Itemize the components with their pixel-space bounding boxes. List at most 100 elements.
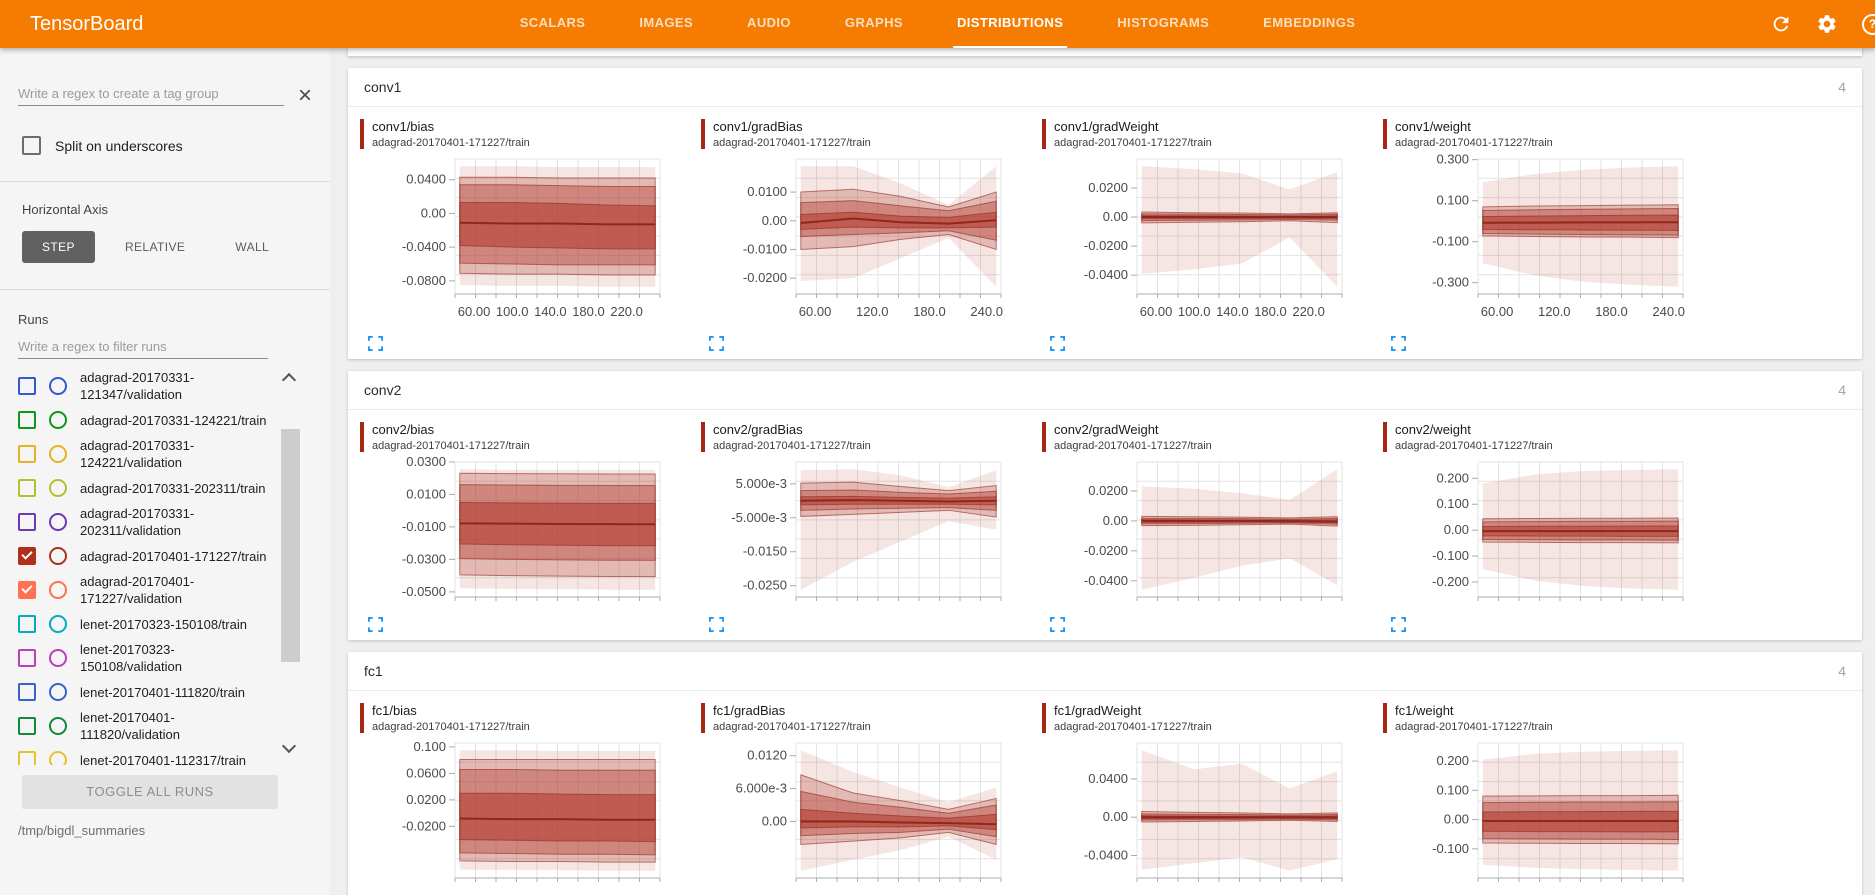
section-body-conv1: conv1/bias adagrad-20170401-171227/train 0… — [348, 107, 1862, 359]
run-radio[interactable] — [49, 649, 67, 667]
split-on-underscores-checkbox[interactable] — [22, 136, 41, 155]
expand-icon[interactable] — [368, 336, 383, 351]
chart-tag-name: conv2/bias — [372, 422, 435, 437]
run-radio[interactable] — [49, 751, 67, 765]
refresh-icon[interactable] — [1770, 13, 1792, 35]
run-radio[interactable] — [49, 717, 67, 735]
svg-text:6.000e-3: 6.000e-3 — [736, 781, 787, 796]
run-radio[interactable] — [49, 445, 67, 463]
run-row[interactable]: adagrad-20170331-202311/validation — [18, 501, 268, 543]
tag-regex-input[interactable] — [18, 82, 284, 106]
section-header-conv1[interactable]: conv1 4 — [348, 68, 1862, 107]
run-radio[interactable] — [49, 377, 67, 395]
run-checkbox[interactable] — [18, 751, 36, 765]
tab-images[interactable]: IMAGES — [639, 15, 694, 30]
run-row[interactable]: adagrad-20170401-171227/train — [18, 543, 268, 569]
svg-text:0.100: 0.100 — [413, 739, 446, 754]
help-icon[interactable]: ? — [1862, 13, 1875, 35]
svg-text:0.0100: 0.0100 — [406, 486, 446, 501]
run-checkbox[interactable] — [18, 513, 36, 531]
main-content: conv1 4 conv1/bias adagrad-20170401-171227/… — [330, 48, 1875, 895]
distribution-plot: 0.200 0.100 0.00 -0.100 -0.200 — [1432, 461, 1684, 601]
svg-text:0.00: 0.00 — [421, 205, 446, 220]
run-radio[interactable] — [49, 411, 67, 429]
toolbar-icons: ? — [1770, 0, 1875, 48]
chart-tag-name: conv1/gradBias — [713, 119, 803, 134]
section-header-fc1[interactable]: fc1 4 — [348, 652, 1862, 691]
settings-icon[interactable] — [1816, 13, 1838, 35]
run-row[interactable]: adagrad-20170401-171227/validation — [18, 569, 268, 611]
svg-text:-0.100: -0.100 — [1432, 548, 1469, 563]
tab-distributions[interactable]: DISTRIBUTIONS — [952, 0, 1068, 48]
tab-embeddings[interactable]: EMBEDDINGS — [1263, 15, 1356, 30]
axis-button-wall[interactable]: WALL — [235, 240, 270, 254]
run-radio[interactable] — [49, 547, 67, 565]
tab-histograms[interactable]: HISTOGRAMS — [1117, 15, 1210, 30]
axis-button-relative[interactable]: RELATIVE — [124, 240, 186, 254]
run-checkbox[interactable] — [18, 445, 36, 463]
svg-text:0.100: 0.100 — [1436, 782, 1469, 797]
app-title: TensorBoard — [30, 12, 144, 35]
run-row[interactable]: lenet-20170323-150108/validation — [18, 637, 268, 679]
run-row[interactable]: lenet-20170401-112317/train — [18, 747, 268, 765]
tab-audio[interactable]: AUDIO — [747, 15, 791, 30]
chart-title-block: fc1/gradBias adagrad-20170401-171227/trai… — [701, 703, 1042, 733]
run-checkbox[interactable] — [18, 479, 36, 497]
run-radio[interactable] — [49, 615, 67, 633]
runs-scrollbar-thumb[interactable] — [281, 429, 300, 662]
section-title: conv1 — [364, 79, 402, 95]
run-row[interactable]: adagrad-20170331-202311/train — [18, 475, 268, 501]
run-row[interactable]: lenet-20170401-111820/validation — [18, 705, 268, 747]
tab-graphs[interactable]: GRAPHS — [844, 15, 903, 30]
tab-scalars[interactable]: SCALARS — [519, 15, 586, 30]
svg-text:60.00: 60.00 — [1140, 304, 1173, 319]
expand-icon[interactable] — [1050, 617, 1065, 632]
toggle-all-runs-button[interactable]: TOGGLE ALL RUNS — [22, 775, 278, 809]
run-row[interactable]: lenet-20170401-111820/train — [18, 679, 268, 705]
chart-run-name: adagrad-20170401-171227/train — [713, 440, 871, 452]
run-label: adagrad-20170331-124221/validation — [80, 438, 195, 470]
chart-run-name: adagrad-20170401-171227/train — [713, 721, 871, 733]
run-checkbox[interactable] — [18, 717, 36, 735]
run-checkbox[interactable] — [18, 649, 36, 667]
svg-text:0.00: 0.00 — [1103, 513, 1128, 528]
run-checkbox[interactable] — [18, 683, 36, 701]
svg-text:-0.0100: -0.0100 — [743, 241, 787, 256]
svg-text:0.0300: 0.0300 — [406, 456, 446, 469]
chart-title-block: conv1/gradWeight adagrad-20170401-171227/… — [1042, 119, 1383, 149]
run-radio[interactable] — [49, 513, 67, 531]
run-row[interactable]: lenet-20170323-150108/train — [18, 611, 268, 637]
chart-tag-name: conv1/gradWeight — [1054, 119, 1159, 134]
run-radio[interactable] — [49, 683, 67, 701]
svg-text:60.00: 60.00 — [458, 304, 491, 319]
chart-card: fc1/weight adagrad-20170401-171227/train 0… — [1383, 703, 1724, 895]
svg-text:0.100: 0.100 — [1436, 496, 1469, 511]
expand-icon[interactable] — [368, 617, 383, 632]
expand-icon[interactable] — [1391, 336, 1406, 351]
run-checkbox[interactable] — [18, 411, 36, 429]
run-row[interactable]: adagrad-20170331-124221/train — [18, 407, 268, 433]
axis-button-step[interactable]: STEP — [22, 231, 95, 263]
expand-icon[interactable] — [1391, 617, 1406, 632]
run-row[interactable]: adagrad-20170331-124221/validation — [18, 433, 268, 475]
runs-filter-input[interactable] — [18, 335, 268, 359]
run-checkbox[interactable] — [18, 581, 36, 599]
run-checkbox[interactable] — [18, 547, 36, 565]
run-checkbox[interactable] — [18, 615, 36, 633]
expand-icon[interactable] — [1050, 336, 1065, 351]
section-header-conv2[interactable]: conv2 4 — [348, 371, 1862, 410]
svg-text:-0.0400: -0.0400 — [1084, 573, 1128, 588]
run-radio[interactable] — [49, 479, 67, 497]
close-icon[interactable]: × — [297, 82, 312, 109]
svg-text:180.0: 180.0 — [1254, 304, 1287, 319]
expand-icon[interactable] — [709, 617, 724, 632]
expand-icon[interactable] — [709, 336, 724, 351]
chart-run-name: adagrad-20170401-171227/train — [372, 137, 530, 149]
run-checkbox[interactable] — [18, 377, 36, 395]
svg-text:0.00: 0.00 — [1103, 209, 1128, 224]
horizontal-axis-label: Horizontal Axis — [22, 202, 108, 217]
run-row[interactable]: adagrad-20170331-121347/validation — [18, 365, 268, 407]
svg-text:-0.0200: -0.0200 — [402, 818, 446, 833]
run-radio[interactable] — [49, 581, 67, 599]
main-sections: conv1 4 conv1/bias adagrad-20170401-171227/… — [348, 68, 1862, 895]
